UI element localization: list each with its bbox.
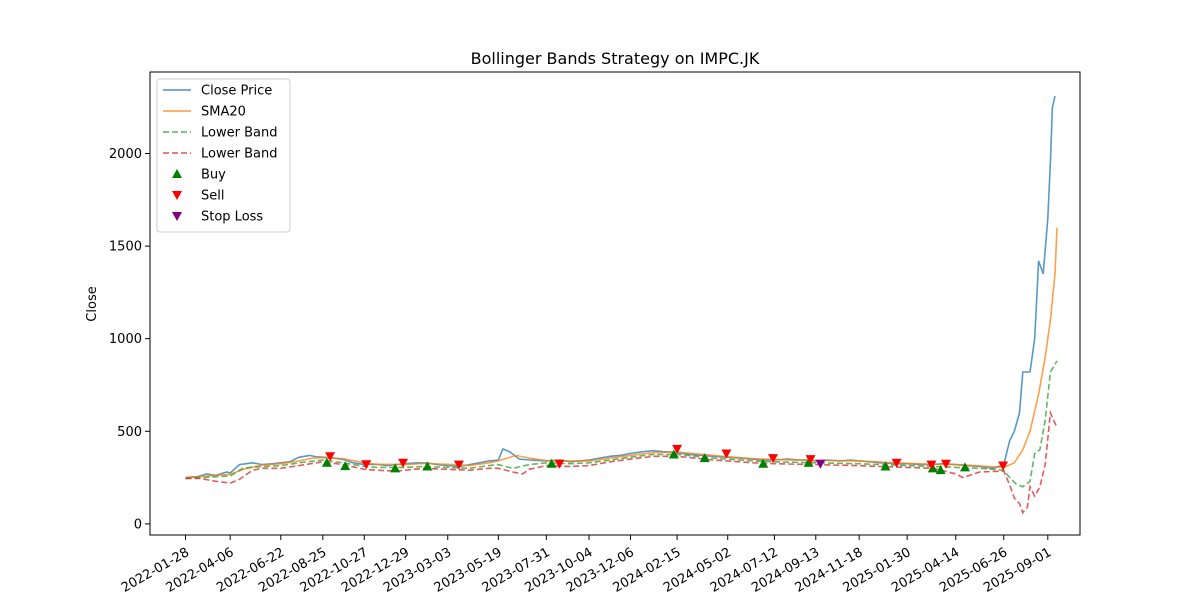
stop-loss-marker-0 (815, 459, 826, 469)
series-layer (185, 95, 1058, 515)
sell-marker-12 (998, 461, 1009, 471)
legend: Close Price SMA20 Lower Band Lower Band Buy S… (156, 78, 291, 233)
legend-box (156, 78, 291, 233)
buy-marker-12 (959, 462, 970, 472)
y-axis-label: Close (85, 286, 100, 321)
y-axis: 0 500 1000 1500 2000 (109, 147, 150, 532)
sell-marker-9 (891, 458, 902, 468)
buy-marker-11 (935, 465, 946, 475)
legend-swatch-buy-4 (172, 169, 182, 178)
plot-frame (149, 71, 1081, 536)
series-line-sma20-1 (185, 227, 1058, 479)
buy-marker-5 (668, 449, 679, 459)
legend-label-lower-band-3: Lower Band (201, 147, 277, 162)
buy-marker-3 (422, 461, 433, 471)
legend-swatch-stop-loss-6 (172, 212, 182, 221)
sell-marker-6 (721, 449, 732, 459)
buy-marker-8 (803, 457, 814, 467)
buy-marker-4 (546, 458, 557, 468)
buy-marker-1 (340, 461, 351, 471)
sell-marker-7 (768, 454, 779, 464)
sell-marker-10 (926, 460, 937, 470)
y-tick-label: 2000 (109, 147, 142, 162)
buy-marker-7 (758, 458, 769, 468)
sell-marker-11 (940, 459, 951, 469)
y-tick-label: 500 (117, 425, 142, 440)
buy-marker-6 (699, 453, 710, 463)
sell-marker-5 (672, 444, 683, 454)
sell-marker-8 (805, 455, 816, 465)
legend-label-buy-4: Buy (201, 168, 226, 183)
sell-marker-1 (361, 460, 372, 470)
buy-marker-10 (927, 463, 938, 473)
buy-marker-0 (321, 457, 332, 467)
series-line-lower-band-2 (185, 360, 1058, 488)
y-tick-label: 1000 (109, 332, 142, 347)
sell-marker-3 (453, 460, 464, 470)
legend-label-stop-loss-6: Stop Loss (201, 210, 263, 225)
y-tick-label: 1500 (109, 240, 142, 255)
legend-label-close-price-0: Close Price (201, 84, 272, 99)
sell-marker-2 (398, 458, 409, 468)
legend-label-sell-5: Sell (201, 189, 224, 204)
legend-label-sma20-1: SMA20 (201, 105, 246, 120)
y-tick-label: 0 (134, 517, 142, 532)
legend-swatch-sell-5 (172, 191, 182, 200)
buy-marker-9 (880, 461, 891, 471)
sell-marker-4 (554, 459, 565, 469)
legend-label-lower-band-2: Lower Band (201, 126, 277, 141)
sell-marker-0 (325, 452, 336, 462)
marker-layer (321, 444, 1009, 475)
buy-marker-2 (390, 463, 401, 473)
chart-title: Bollinger Bands Strategy on IMPC.JK (471, 49, 760, 68)
series-line-lower-band-3 (185, 409, 1058, 515)
